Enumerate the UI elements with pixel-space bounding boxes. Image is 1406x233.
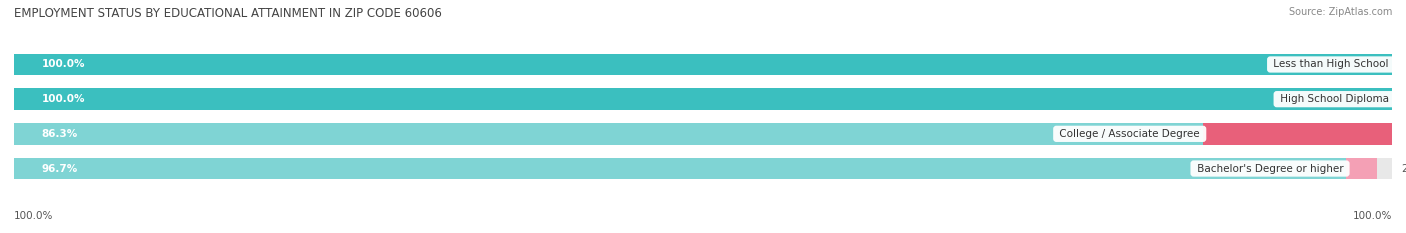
Text: 100.0%: 100.0% [14,211,53,221]
Bar [14,158,1347,179]
Text: Bachelor's Degree or higher: Bachelor's Degree or higher [1194,164,1347,174]
Bar [1392,54,1406,75]
Bar [1204,123,1406,145]
Text: 100.0%: 100.0% [42,59,86,69]
Bar [14,88,1392,110]
Text: 100.0%: 100.0% [42,94,86,104]
Bar [14,158,1392,179]
Text: Source: ZipAtlas.com: Source: ZipAtlas.com [1288,7,1392,17]
Bar [14,88,1392,110]
Text: 2.2%: 2.2% [1402,164,1406,174]
Text: Less than High School: Less than High School [1270,59,1392,69]
Text: 86.3%: 86.3% [42,129,77,139]
Bar [14,54,1392,75]
Bar [1392,88,1406,110]
Bar [14,54,1392,75]
Text: 96.7%: 96.7% [42,164,77,174]
Text: College / Associate Degree: College / Associate Degree [1056,129,1204,139]
Bar [1347,158,1376,179]
Bar [14,123,1392,145]
Text: High School Diploma: High School Diploma [1277,94,1392,104]
Text: EMPLOYMENT STATUS BY EDUCATIONAL ATTAINMENT IN ZIP CODE 60606: EMPLOYMENT STATUS BY EDUCATIONAL ATTAINM… [14,7,441,20]
Bar [14,123,1204,145]
Text: 100.0%: 100.0% [1353,211,1392,221]
